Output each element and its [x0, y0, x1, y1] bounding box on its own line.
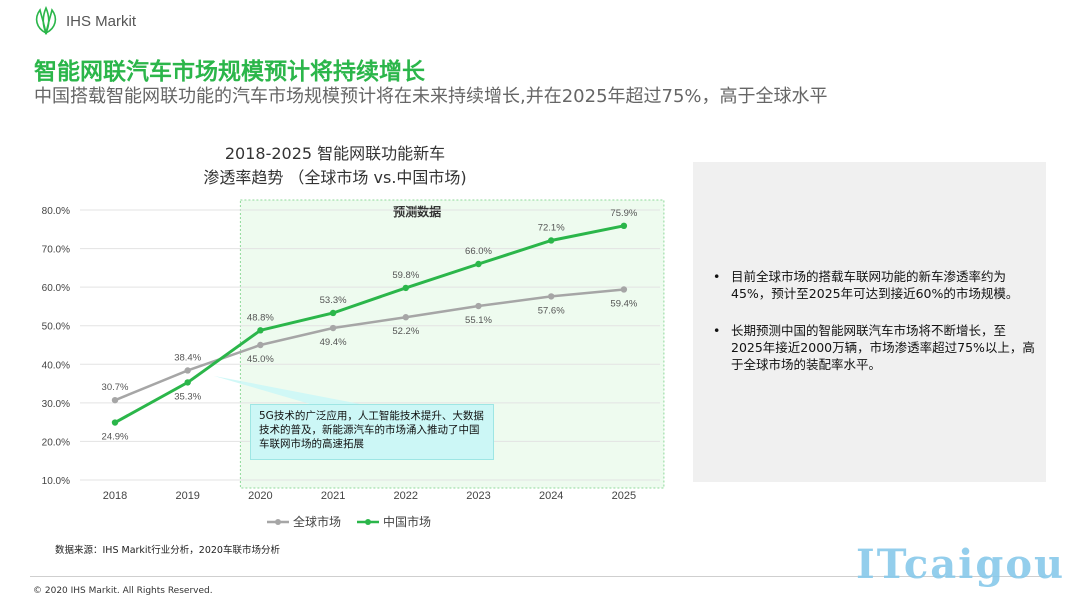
y-tick-label: 20.0%: [42, 437, 70, 448]
y-tick-label: 40.0%: [42, 360, 70, 371]
x-tick-label: 2019: [175, 490, 199, 502]
data-label: 75.9%: [610, 208, 637, 219]
data-point: [548, 237, 555, 244]
x-tick-label: 2018: [103, 490, 127, 502]
y-tick-label: 30.0%: [42, 399, 70, 410]
data-point: [184, 367, 191, 374]
x-tick-label: 2021: [321, 490, 345, 502]
series-line-china: [114, 224, 625, 424]
data-label: 48.8%: [247, 312, 274, 323]
chart-area: 2018-2025 智能网联功能新车渗透率趋势 （全球市场 vs.中国市场) 预测…: [0, 130, 680, 550]
data-point: [329, 309, 337, 317]
data-label: 52.2%: [392, 326, 419, 337]
page-title: 智能网联汽车市场规模预计将持续增长: [34, 59, 425, 85]
footer-divider: [30, 576, 1045, 577]
data-label: 45.0%: [247, 354, 274, 365]
legend-marker: [365, 519, 371, 525]
data-point: [402, 284, 409, 292]
series-line-global: [114, 288, 625, 402]
data-point: [475, 260, 482, 268]
data-point: [329, 324, 337, 332]
ihs-markit-leaf-logo-icon: [35, 6, 57, 35]
data-label: 24.9%: [102, 432, 129, 443]
data-point: [111, 396, 119, 404]
x-tick-label: 2023: [466, 490, 490, 502]
brand-name: IHS Markit: [66, 12, 137, 30]
data-label: 49.4%: [320, 337, 347, 348]
data-label: 35.3%: [174, 391, 201, 402]
copyright: © 2020 IHS Markit. All Rights Reserved.: [33, 586, 213, 596]
forecast-label: 预测数据: [393, 204, 441, 219]
data-point: [111, 419, 119, 426]
data-source: 数据来源：IHS Markit行业分析，2020车联市场分析: [55, 545, 280, 556]
data-point: [548, 293, 555, 300]
data-label: 66.0%: [465, 246, 492, 257]
data-label: 38.4%: [174, 352, 201, 363]
data-label: 55.1%: [465, 315, 492, 326]
x-tick-label: 2022: [394, 490, 418, 502]
y-tick-label: 10.0%: [42, 476, 70, 487]
data-point: [184, 379, 191, 386]
page-subtitle: 中国搭载智能网联功能的汽车市场规模预计将在未来持续增长,并在2025年超过75%…: [34, 86, 828, 107]
y-tick-label: 50.0%: [42, 322, 70, 333]
data-label: 59.4%: [610, 298, 637, 309]
data-label: 30.7%: [102, 382, 129, 393]
legend-label: 中国市场: [383, 514, 431, 529]
annotation-pointer: [213, 375, 360, 404]
x-tick-label: 2024: [539, 490, 563, 502]
x-tick-label: 2020: [248, 490, 272, 502]
data-point: [402, 314, 409, 321]
data-label: 53.3%: [320, 295, 347, 306]
data-label: 59.8%: [392, 270, 419, 281]
brand-logo: IHS Markit: [30, 6, 136, 36]
data-point: [475, 302, 482, 310]
data-point: [620, 286, 628, 293]
x-tick-label: 2025: [612, 490, 636, 502]
data-point: [257, 341, 264, 349]
data-label: 57.6%: [538, 305, 565, 316]
chart-annotation: 5G技术的广泛应用，人工智能技术提升、大数据技术的普及，新能源汽车的市场涌入推动…: [250, 404, 494, 460]
y-tick-label: 70.0%: [42, 245, 70, 256]
insight-bullet: 长期预测中国的智能网联汽车市场将不断增长，至2025年接近2000万辆，市场渗透…: [707, 322, 1037, 373]
insight-bullet: 目前全球市场的搭载车联网功能的新车渗透率约为45%，预计至2025年可达到接近6…: [707, 268, 1037, 302]
data-point: [257, 327, 264, 334]
watermark: ITcaigou: [856, 541, 1066, 588]
data-label: 72.1%: [538, 222, 565, 233]
y-tick-label: 80.0%: [42, 206, 70, 217]
insight-list: 目前全球市场的搭载车联网功能的新车渗透率约为45%，预计至2025年可达到接近6…: [707, 268, 1037, 393]
legend-label: 全球市场: [293, 514, 341, 529]
y-tick-label: 60.0%: [42, 283, 70, 294]
insight-panel: 目前全球市场的搭载车联网功能的新车渗透率约为45%，预计至2025年可达到接近6…: [693, 162, 1046, 482]
data-point: [620, 222, 628, 230]
chart-title-line: 2018-2025 智能网联功能新车: [225, 144, 445, 163]
chart-title-line: 渗透率趋势 （全球市场 vs.中国市场): [203, 168, 466, 187]
legend-marker: [275, 519, 281, 525]
